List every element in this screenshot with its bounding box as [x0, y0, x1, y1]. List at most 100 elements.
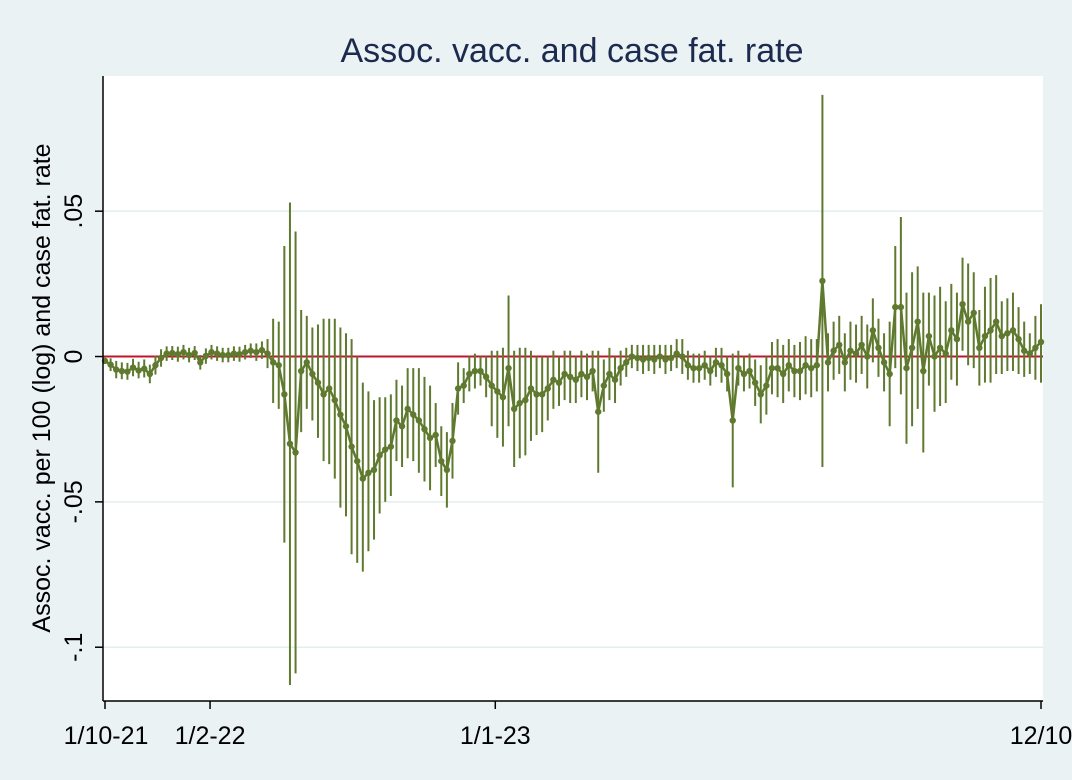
data-point	[415, 417, 423, 424]
data-point	[152, 362, 159, 369]
axes	[102, 76, 1043, 702]
data-point	[852, 350, 860, 357]
data-point	[191, 349, 198, 357]
data-point	[320, 391, 327, 398]
data-point	[471, 367, 479, 375]
data-point	[499, 394, 507, 401]
data-point	[578, 370, 585, 378]
data-point	[544, 385, 551, 392]
y-tick-label: -.05	[60, 480, 88, 523]
data-point	[729, 417, 736, 424]
data-point	[712, 359, 720, 366]
data-point	[589, 367, 596, 375]
data-point	[802, 362, 809, 369]
data-point	[438, 457, 445, 465]
data-point	[376, 452, 383, 459]
data-point	[146, 370, 154, 378]
data-point	[292, 449, 299, 456]
data-point	[505, 364, 512, 372]
data-point	[538, 391, 546, 398]
data-point	[331, 396, 338, 404]
data-point	[707, 367, 714, 375]
x-tick-label: 1/2-22	[175, 722, 246, 750]
data-point	[628, 353, 636, 360]
data-point	[410, 411, 417, 418]
data-point	[634, 354, 641, 362]
plot-area	[103, 76, 1043, 701]
data-point	[359, 475, 367, 482]
data-point	[572, 376, 580, 383]
data-point	[197, 359, 204, 366]
data-point	[124, 368, 131, 375]
data-point	[942, 350, 949, 357]
data-point	[477, 367, 484, 375]
data-point	[819, 277, 826, 285]
data-point	[1037, 338, 1045, 346]
data-point	[824, 359, 832, 366]
data-point	[387, 443, 395, 450]
data-point	[494, 388, 501, 395]
data-point	[931, 353, 938, 360]
data-point	[903, 364, 910, 372]
data-point	[185, 351, 193, 359]
data-point	[651, 356, 658, 363]
data-point	[286, 440, 294, 447]
data-point	[488, 382, 495, 389]
data-point	[718, 362, 725, 369]
data-point	[813, 362, 821, 369]
data-point	[225, 351, 232, 359]
data-point	[976, 344, 983, 352]
data-point	[892, 303, 899, 311]
data-point	[1026, 350, 1033, 357]
data-point	[1009, 327, 1017, 334]
data-point	[684, 362, 692, 369]
data-point	[964, 318, 972, 325]
data-point	[623, 359, 630, 366]
data-point	[774, 364, 781, 372]
y-axis-ticks: .05 0 -.05 -.1	[60, 194, 103, 662]
data-point	[908, 344, 916, 352]
data-point	[337, 411, 344, 418]
data-point	[858, 341, 865, 349]
data-point	[258, 346, 266, 354]
data-point	[281, 391, 288, 398]
x-tick-label: 1/10-21	[64, 722, 149, 750]
data-point	[348, 443, 355, 450]
data-point	[118, 367, 126, 375]
data-point	[785, 362, 792, 369]
data-point	[914, 318, 921, 325]
x-tick-label: 12/10	[1010, 722, 1072, 750]
y-tick-label: -.1	[60, 633, 88, 662]
data-point	[1020, 347, 1028, 354]
data-point	[208, 348, 215, 356]
data-point	[948, 327, 955, 334]
data-point	[297, 367, 305, 375]
data-point	[247, 347, 254, 354]
data-point	[970, 309, 977, 317]
data-point	[600, 382, 608, 389]
data-point	[309, 370, 316, 378]
chart-title: Assoc. vacc. and case fat. rate	[340, 32, 803, 70]
data-point	[421, 425, 428, 433]
data-point	[695, 364, 703, 372]
data-point	[751, 379, 759, 386]
data-point	[897, 303, 905, 311]
data-point	[510, 405, 518, 413]
data-point	[606, 370, 613, 378]
data-point	[841, 359, 849, 366]
data-point	[342, 423, 350, 430]
data-point	[667, 354, 675, 362]
data-point	[617, 364, 624, 372]
data-point	[236, 350, 243, 358]
data-point	[460, 382, 467, 389]
data-point	[213, 350, 221, 357]
data-point	[959, 300, 966, 308]
data-point	[129, 364, 137, 371]
data-point	[157, 354, 165, 362]
data-point	[869, 327, 877, 334]
x-tick-label: 1/1-23	[460, 722, 531, 750]
data-point	[466, 370, 473, 378]
data-point	[522, 396, 529, 404]
data-point	[135, 367, 142, 374]
